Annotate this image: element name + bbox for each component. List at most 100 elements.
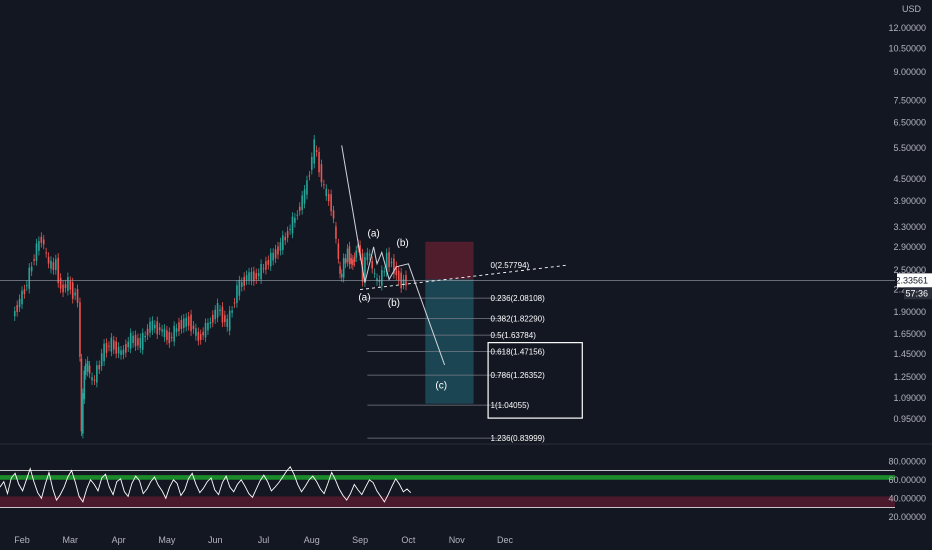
elliott-wave-path [341,145,446,366]
candle-body [93,379,96,381]
price-axis[interactable]: 12.00000 10.50000 9.00000 7.50000 6.50000 5.5… [888,23,932,424]
oscillator-pane[interactable] [0,465,895,508]
candle-body [117,346,120,354]
candle-body [313,139,316,164]
candle-body [335,226,337,239]
candle-body [120,350,122,355]
candle-body [233,302,236,304]
candle-body [30,266,33,272]
candle-body [166,330,168,341]
price-tick-label: 2.90000 [893,242,926,252]
candle-body [393,258,395,274]
candle-body [298,206,301,211]
candle-body [272,252,274,261]
candle-body [216,303,219,318]
time-axis-label: Aug [304,535,320,545]
candle-body [132,335,134,344]
time-axis-label: May [158,535,176,545]
fib-level-label: 0.382(1.82290) [491,315,546,324]
candle-body [388,251,390,268]
candle-body [383,271,386,273]
candle-body [180,319,183,329]
price-tick-label: 0.95000 [893,414,926,424]
candle-body [122,349,125,355]
candle-body [378,280,381,283]
time-axis-label: Mar [63,535,79,545]
price-tick-label: 5.50000 [893,143,926,153]
candle-body [125,344,127,353]
candle-body [127,341,130,348]
candle-body [359,245,361,256]
price-pane[interactable]: 0(2.57794) 0.236(2.08108) 0.382(1.82290) 0.… [0,134,895,443]
candle-body [274,249,277,259]
candle-body [35,243,38,261]
candle-body [353,257,356,262]
candle-body [64,284,67,288]
candle-body [82,393,84,434]
candle-body [146,328,149,336]
candle-body [28,267,31,289]
candle-body [156,321,159,335]
candle-body [318,151,320,173]
candle-body [282,235,284,251]
candle-body [79,302,81,357]
candle-body [267,260,270,265]
time-axis-label: Jul [258,535,270,545]
candle-body [163,328,166,338]
time-axis-label: Nov [449,535,466,545]
candle-body [26,285,28,287]
candle-body [248,272,250,281]
wave-label: (a) [358,292,370,303]
candle-body [161,329,163,332]
countdown-value: 57:36 [905,288,928,298]
candle-body [47,256,50,264]
fib-level-label: 1.236(0.83999) [491,434,546,443]
candle-body [98,365,101,370]
price-tick-label: 3.90000 [893,196,926,206]
price-tick-label: 10.50000 [888,43,926,53]
candle-body [23,289,26,295]
candle-body [168,332,171,344]
candle-body [371,260,373,269]
candle-body [84,363,87,376]
candle-body [18,298,21,308]
highlight-box [487,342,583,419]
fib-level-label: 0.786(1.26352) [491,371,546,380]
candle-body [339,266,341,274]
time-axis-label: Apr [112,535,126,545]
candle-body [59,277,62,289]
candle-body [327,193,330,202]
candle-body [346,248,349,262]
price-tick-label: 1.45000 [893,349,926,359]
candle-body [226,318,229,327]
candle-body [170,336,173,338]
candle-body [139,337,142,349]
candle-body [245,275,248,281]
candle-body [134,335,137,347]
candle-body [91,377,93,381]
last-price-tag [897,273,932,288]
time-axis[interactable]: Feb Mar Apr May Jun Jul Aug Sep Oct Nov Dec [14,535,513,545]
candle-body [211,314,214,323]
candle-body [50,260,52,269]
candle-body [103,343,105,362]
wave-label: (c) [435,380,447,391]
candle-body [315,150,318,152]
oscillator-axis[interactable]: 80.00000 60.00000 40.00000 20.00000 [888,456,926,522]
candle-body [52,262,55,271]
candle-body [96,365,98,383]
candle-body [337,243,340,259]
candle-body [255,273,258,280]
candle-body [294,217,296,223]
candle-body [257,273,260,277]
candle-body [291,216,294,234]
candle-body [88,365,91,374]
candle-body [38,241,40,251]
time-axis-label: Jun [208,535,223,545]
currency-label: USD [902,4,922,14]
candle-body [284,237,287,241]
oscillator-line [0,465,412,503]
candle-body [340,273,343,278]
candle-body [330,194,332,212]
